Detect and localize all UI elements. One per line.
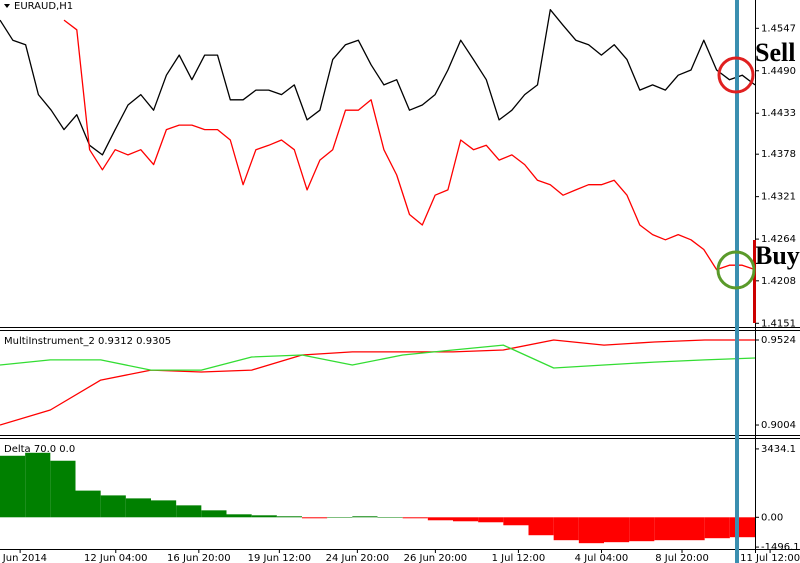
x-tick-label: 4 Jul 04:00 <box>575 553 629 563</box>
y-tick-label: 1.4208 <box>761 276 796 287</box>
y-tick-label: 1.4321 <box>761 192 796 203</box>
y-tick-label: 0.9524 <box>761 335 796 346</box>
annotation: Sell <box>755 38 795 67</box>
histogram-bar <box>75 490 101 518</box>
histogram-bar <box>302 517 328 519</box>
series-line <box>0 339 755 426</box>
histogram-bar <box>629 517 655 542</box>
histogram-bar <box>151 500 177 518</box>
histogram-bar <box>251 515 277 518</box>
histogram-bar <box>125 498 151 518</box>
histogram-bar <box>578 517 604 544</box>
histogram-bar <box>427 517 453 521</box>
panel-title: EURAUD,H1 <box>14 1 73 12</box>
buy-circle <box>716 250 756 290</box>
series-line <box>0 9 756 156</box>
histogram-bar <box>226 514 252 518</box>
y-tick-label: 0.00 <box>761 512 783 523</box>
histogram-bar <box>25 452 51 518</box>
histogram-bar <box>100 495 126 518</box>
price-marker <box>753 240 756 323</box>
y-tick-label: 1.4547 <box>761 23 796 34</box>
histogram-bar <box>604 517 630 543</box>
histogram-bar <box>377 517 403 518</box>
histogram-bar <box>553 517 579 541</box>
histogram-bar <box>729 517 755 538</box>
histogram-bar <box>528 517 554 536</box>
histogram-bar <box>704 517 730 539</box>
y-tick-label: 1.4264 <box>761 234 796 245</box>
x-tick-label: 9 Jun 2014 <box>0 553 47 563</box>
histogram-bar <box>201 510 227 518</box>
series-line <box>0 344 756 371</box>
histogram-bar <box>276 516 302 518</box>
series-line <box>63 19 756 271</box>
x-tick-label: 8 Jul 20:00 <box>655 553 709 563</box>
x-tick-label: 11 Jul 12:00 <box>740 553 800 563</box>
sell-circle <box>717 56 755 94</box>
histogram-bar <box>654 517 680 541</box>
y-tick-label: 1.4490 <box>761 66 796 77</box>
histogram-bar <box>327 517 353 518</box>
histogram-bar <box>352 516 378 518</box>
histogram-bar <box>453 517 479 522</box>
x-tick-label: 12 Jun 04:00 <box>84 553 148 563</box>
menu-arrow[interactable] <box>4 4 10 8</box>
y-tick-label: 1.4433 <box>761 108 796 119</box>
x-tick-label: 24 Jun 20:00 <box>326 553 390 563</box>
x-tick-label: 1 Jul 12:00 <box>492 553 546 563</box>
histogram-bar <box>176 505 202 518</box>
histogram-bar <box>402 517 428 519</box>
annotation: Buy <box>755 241 800 270</box>
histogram-bar <box>0 455 26 518</box>
histogram-bar <box>478 517 504 523</box>
histogram-bar <box>679 517 705 541</box>
histogram-bar <box>503 517 529 526</box>
y-tick-label: 1.4151 <box>761 318 796 329</box>
y-tick-label: 3434.1 <box>761 444 796 455</box>
panel-title: MultiInstrument_2 0.9312 0.9305 <box>4 336 171 347</box>
y-tick-label: 0.9004 <box>761 420 796 431</box>
histogram-bar <box>50 460 76 518</box>
y-tick-label: -1496.1 <box>761 542 800 553</box>
y-tick-label: 1.4378 <box>761 149 796 160</box>
x-tick-label: 16 Jun 20:00 <box>167 553 231 563</box>
x-tick-label: 26 Jun 20:00 <box>404 553 468 563</box>
panel-title: Delta 70.0 0.0 <box>4 444 75 455</box>
x-tick-label: 19 Jun 12:00 <box>248 553 312 563</box>
